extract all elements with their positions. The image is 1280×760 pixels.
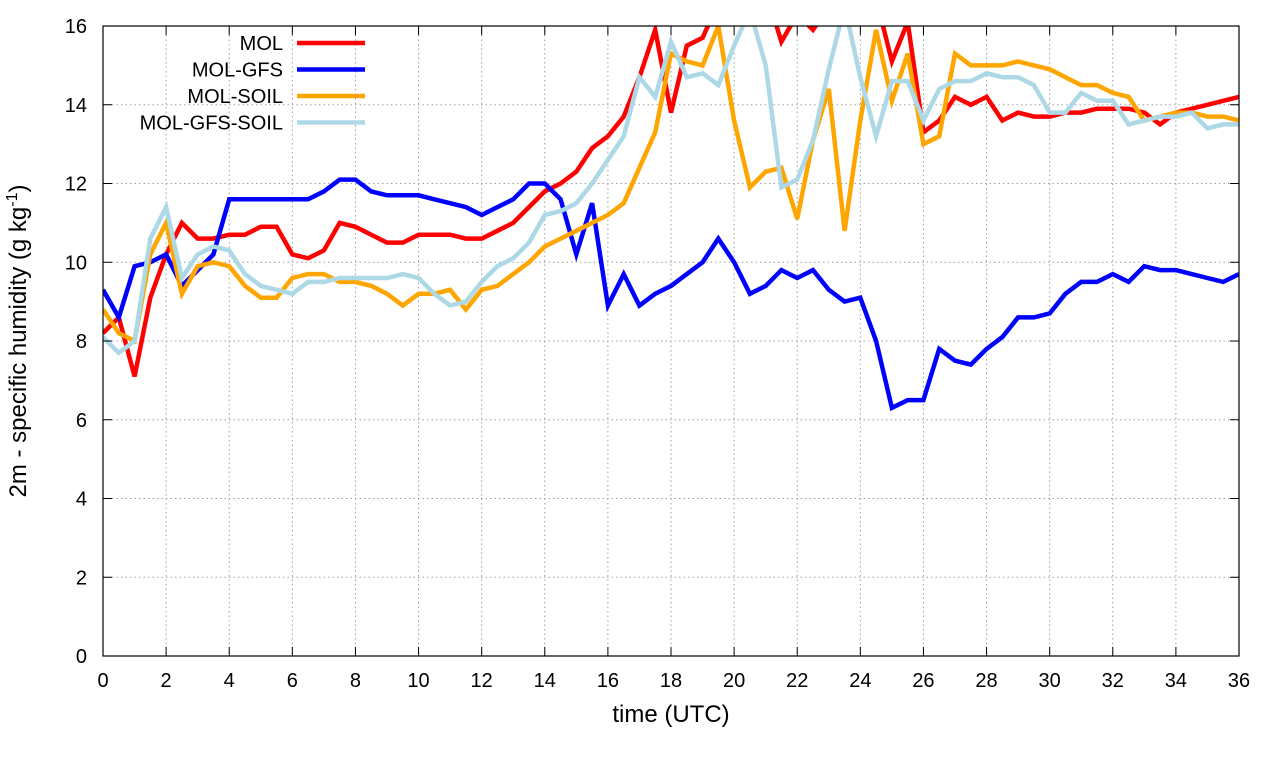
y-axis-label-superscript: -1 [4, 192, 21, 206]
tick-marks [102, 25, 1240, 657]
y-axis-label: 2m - specific humidity (g kg-1) [4, 185, 32, 498]
x-tick-labels: 0 2 4 6 8 10 12 14 16 18 20 22 24 26 28 30 32 34 36 [97, 670, 1250, 692]
y-tick-label: 0 [76, 646, 87, 668]
x-tick-label: 30 [1039, 670, 1061, 692]
y-tick-label: 16 [65, 16, 87, 38]
y-tick-label: 10 [65, 252, 87, 274]
legend-label-mol-soil: MOL-SOIL [187, 86, 283, 108]
y-tick-label: 6 [76, 410, 87, 432]
legend-label-mol: MOL [240, 33, 283, 55]
x-tick-label: 18 [660, 670, 682, 692]
x-tick-label: 16 [597, 670, 619, 692]
x-tick-label: 12 [471, 670, 493, 692]
x-tick-label: 8 [350, 670, 361, 692]
series-layer [103, 26, 1239, 412]
x-tick-label: 6 [287, 670, 298, 692]
y-tick-label: 4 [76, 489, 87, 511]
x-tick-label: 26 [912, 670, 934, 692]
x-tick-label: 20 [723, 670, 745, 692]
y-tick-label: 8 [76, 331, 87, 353]
x-tick-label: 36 [1228, 670, 1250, 692]
x-tick-label: 24 [849, 670, 871, 692]
series-line-mol-gfs-soil [103, 26, 1239, 356]
x-tick-label: 10 [407, 670, 429, 692]
x-tick-label: 28 [975, 670, 997, 692]
x-axis-label: time (UTC) [612, 701, 729, 728]
x-tick-label: 34 [1165, 670, 1187, 692]
series-line-mol-gfs [103, 177, 1239, 412]
x-tick-label: 14 [534, 670, 556, 692]
legend-label-mol-gfs-soil: MOL-GFS-SOIL [140, 113, 283, 135]
x-tick-label: 32 [1102, 670, 1124, 692]
x-tick-label: 4 [224, 670, 235, 692]
x-tick-label: 2 [161, 670, 172, 692]
y-tick-labels: 0 2 4 6 8 10 12 14 16 [65, 16, 87, 668]
y-axis-label-tail: ) [5, 185, 32, 193]
series-line-mol-soil [103, 26, 1239, 345]
x-tick-label: 22 [786, 670, 808, 692]
y-tick-label: 14 [65, 95, 87, 117]
legend-label-mol-gfs: MOL-GFS [192, 60, 283, 82]
y-tick-label: 12 [65, 174, 87, 196]
y-tick-label: 2 [76, 567, 87, 589]
x-tick-label: 0 [97, 670, 108, 692]
series-line-mol [103, 26, 1239, 377]
y-axis-label-main: 2m - specific humidity (g kg [5, 207, 32, 498]
legend: MOL MOL-GFS MOL-SOIL MOL-GFS-SOIL [140, 33, 365, 135]
